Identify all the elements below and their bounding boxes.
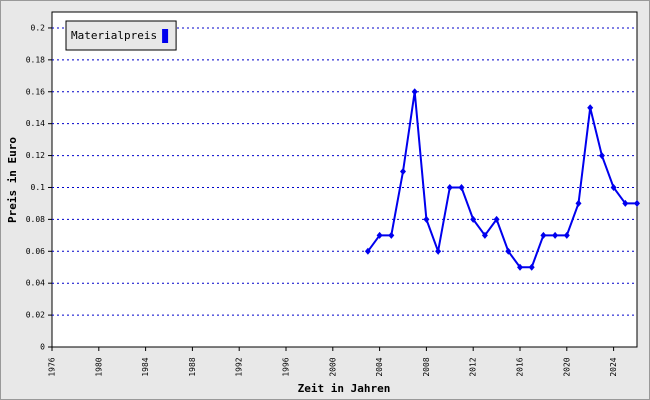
x-tick-label: 2024: [609, 357, 618, 376]
data-point: [364, 247, 371, 255]
y-tick-label: 0.14: [26, 119, 45, 128]
data-point: [598, 152, 605, 160]
x-tick-label: 2012: [469, 357, 478, 376]
data-point: [540, 231, 547, 239]
y-tick-label: 0.02: [26, 311, 45, 320]
data-point: [552, 231, 559, 239]
y-tick-label: 0.06: [26, 247, 45, 256]
data-point: [423, 215, 430, 223]
y-tick-label: 0: [40, 343, 45, 352]
y-tick-label: 0.1: [31, 183, 46, 192]
x-tick-label: 2020: [562, 357, 571, 376]
data-point: [610, 183, 617, 191]
y-tick-label: 0.2: [31, 23, 46, 32]
data-point: [622, 199, 629, 207]
data-point: [493, 215, 500, 223]
y-tick-label: 0.04: [26, 279, 45, 288]
plot-area: [51, 11, 638, 348]
legend-swatch: [162, 29, 169, 43]
x-tick-label: 1984: [141, 357, 150, 376]
data-point: [388, 231, 395, 239]
x-axis-title: Zeit in Jahren: [298, 382, 391, 395]
data-point: [517, 263, 523, 271]
data-point: [376, 231, 383, 239]
x-tick-label: 1976: [48, 357, 57, 376]
data-point: [563, 231, 570, 239]
data-line: [367, 91, 637, 269]
data-point: [481, 231, 488, 239]
data-point: [634, 199, 640, 207]
y-axis-title: Preis in Euro: [6, 137, 19, 223]
x-tick-label: 1996: [282, 357, 291, 376]
x-tick-label: 1992: [235, 357, 244, 376]
data-point: [435, 247, 442, 255]
x-tick-label: 1980: [94, 357, 103, 376]
y-tick-label: 0.08: [26, 215, 45, 224]
x-tick-label: 2008: [422, 357, 431, 376]
data-point: [505, 247, 512, 255]
data-point: [575, 199, 582, 207]
legend-label: Materialpreis: [71, 29, 157, 42]
data-point: [446, 183, 453, 191]
x-tick-label: 2016: [516, 357, 525, 376]
data-point: [458, 183, 465, 191]
data-point: [528, 263, 535, 271]
x-tick-label: 1988: [188, 357, 197, 376]
x-tick-label: 2004: [375, 357, 384, 376]
data-point: [411, 88, 418, 96]
legend-box: [65, 20, 177, 51]
data-point: [470, 215, 477, 223]
x-tick-label: 2000: [328, 357, 337, 376]
y-tick-label: 0.16: [26, 87, 45, 96]
data-point: [587, 104, 594, 112]
y-tick-label: 0.18: [26, 55, 45, 64]
y-tick-label: 0.12: [26, 151, 45, 160]
data-point: [400, 168, 406, 176]
